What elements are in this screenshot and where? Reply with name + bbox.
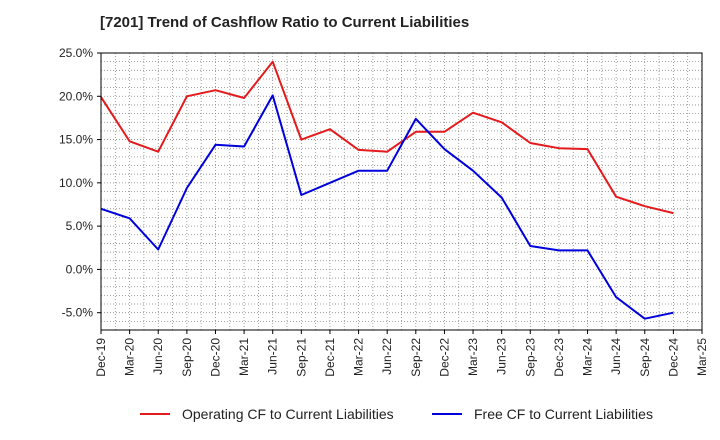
y-tick-label: 20.0% — [59, 89, 93, 103]
legend-label: Free CF to Current Liabilities — [474, 406, 653, 422]
plot-frame — [100, 52, 703, 331]
y-tick-labels: 25.0% 20.0% 15.0% 10.0% 5.0% 0.0% -5.0% — [59, 46, 101, 320]
x-tick-label: Sep-24 — [638, 338, 652, 377]
x-tick-label: Jun-24 — [609, 338, 623, 375]
x-tick-label: Sep-21 — [294, 338, 308, 377]
x-tick-label: Mar-24 — [581, 338, 595, 376]
x-tick-labels: Dec-19 Mar-20 Jun-20 Sep-20 Dec-20 Mar-21 Jun-… — [94, 330, 709, 377]
x-tick-label: Jun-20 — [151, 338, 165, 375]
x-tick-label: Dec-22 — [437, 338, 451, 377]
x-tick-label: Jun-22 — [380, 338, 394, 375]
y-tick-label: 15.0% — [59, 133, 93, 147]
x-tick-label: Mar-21 — [237, 338, 251, 376]
x-tick-label: Sep-23 — [523, 338, 537, 377]
x-tick-label: Dec-24 — [666, 338, 680, 377]
x-tick-label: Dec-19 — [94, 338, 108, 377]
x-tick-label: Mar-25 — [695, 338, 709, 376]
chart-title: [7201] Trend of Cashflow Ratio to Curren… — [100, 14, 470, 31]
x-tick-label: Dec-23 — [552, 338, 566, 377]
y-tick-label: -5.0% — [62, 306, 94, 320]
legend-label: Operating CF to Current Liabilities — [182, 406, 394, 422]
x-tick-label: Sep-20 — [180, 338, 194, 377]
y-tick-label: 25.0% — [59, 46, 93, 60]
y-tick-label: 5.0% — [66, 219, 94, 233]
x-tick-label: Dec-21 — [323, 338, 337, 377]
x-tick-label: Jun-23 — [495, 338, 509, 375]
x-tick-label: Mar-22 — [352, 338, 366, 376]
y-tick-label: 0.0% — [66, 262, 94, 276]
x-tick-label: Sep-22 — [409, 338, 423, 377]
legend: Operating CF to Current Liabilities Free … — [140, 406, 653, 422]
series-lines — [100, 60, 674, 320]
x-tick-label: Mar-23 — [466, 338, 480, 376]
x-tick-label: Dec-20 — [208, 338, 222, 377]
x-tick-label: Mar-20 — [123, 338, 137, 376]
grid-lines — [101, 52, 702, 331]
x-tick-label: Jun-21 — [266, 338, 280, 375]
y-tick-label: 10.0% — [59, 176, 93, 190]
